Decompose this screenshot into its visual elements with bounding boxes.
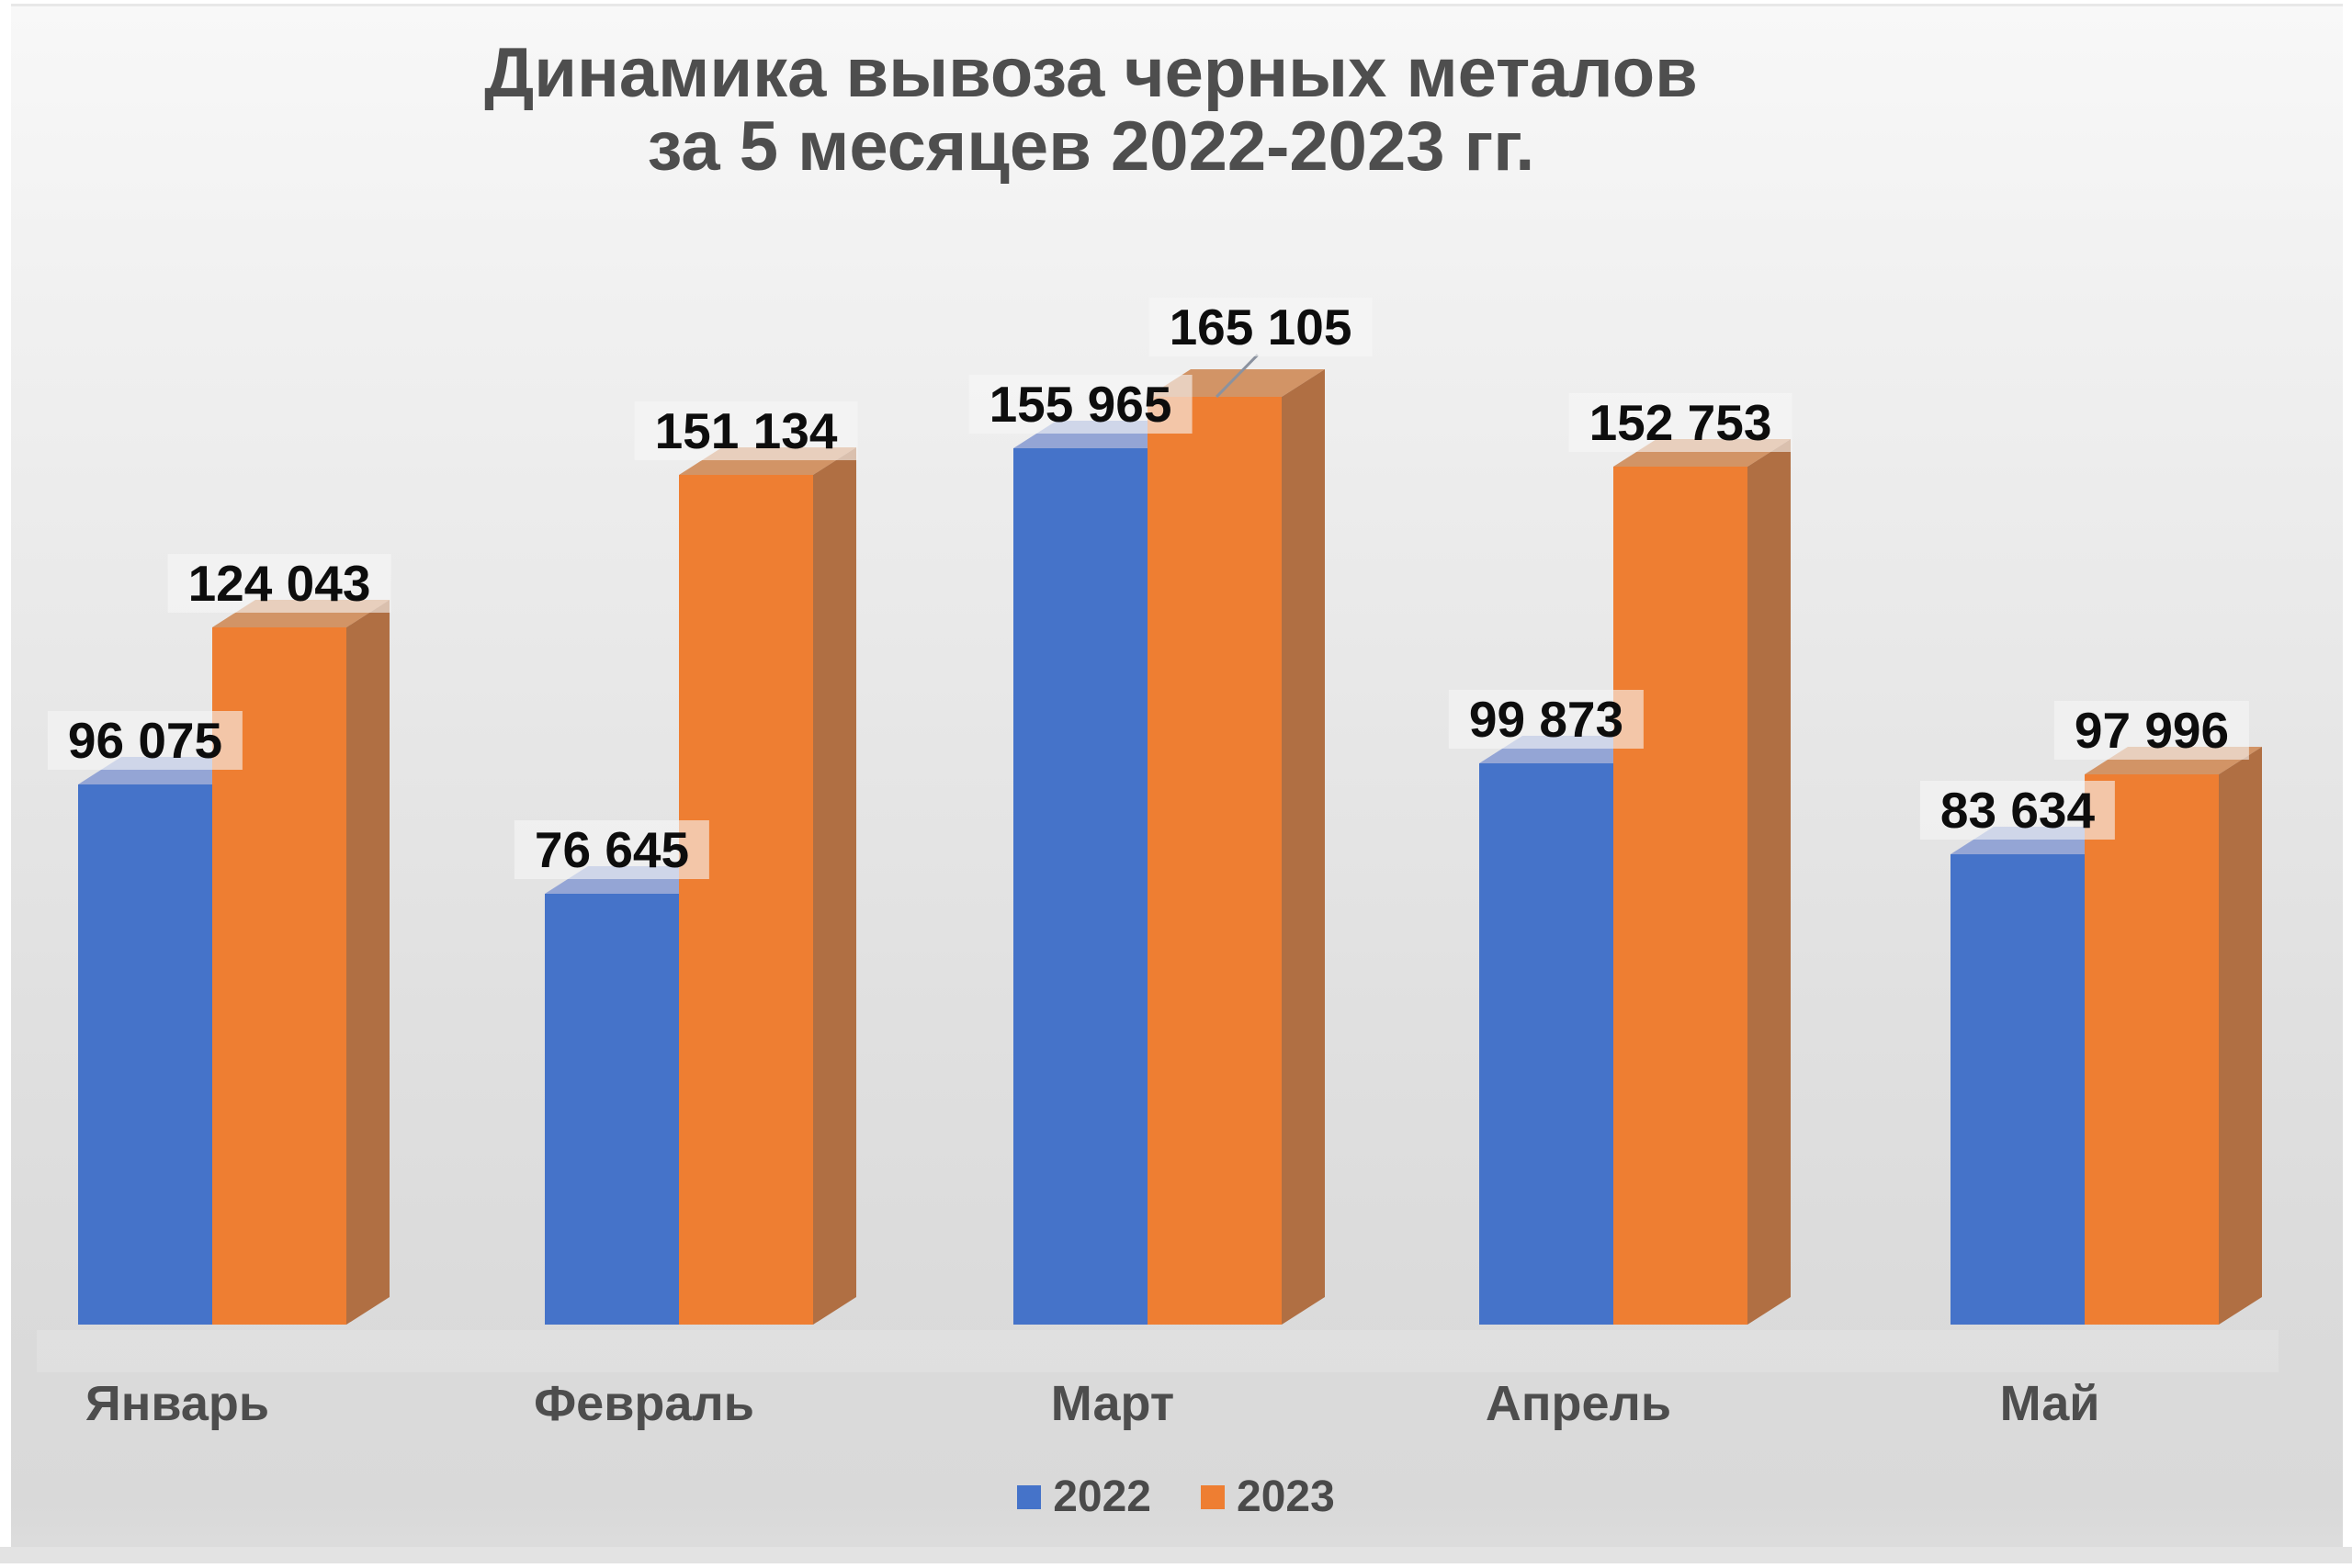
chart-title-line1: Динамика вывоза черных металов (484, 34, 1698, 112)
data-label-2022-Апрель: 99 873 (1448, 690, 1645, 749)
bar-2022-Май-front-face (1951, 854, 2085, 1325)
bar-2022-Март-front-face (1013, 448, 1148, 1325)
data-label-2023-Май: 97 996 (2053, 701, 2250, 760)
data-label-2023-Февраль: 151 134 (634, 401, 858, 460)
legend: 2022 2023 (0, 1470, 2352, 1525)
frame-left (0, 0, 11, 1568)
data-label-2022-Май: 83 634 (1919, 781, 2116, 840)
chart-floor (37, 1330, 2278, 1372)
bar-2023-Май-front-face (2085, 774, 2219, 1325)
bar-2023-Март-front-face (1148, 397, 1282, 1325)
bar-2023-Май-side-face (2219, 747, 2262, 1325)
frame-bottom-band (0, 1547, 2352, 1563)
chart-title: Динамика вывоза черных металов за 5 меся… (0, 37, 2182, 184)
frame-bottom (0, 1563, 2352, 1568)
bar-2023-Март-side-face (1282, 369, 1325, 1325)
bar-2022-Апрель-front-face (1479, 763, 1613, 1325)
frame-right (2343, 0, 2352, 1568)
bar-2022-Январь-front-face (78, 784, 212, 1325)
legend-label-2023: 2023 (1237, 1472, 1335, 1521)
category-label-Февраль: Февраль (534, 1376, 754, 1431)
category-label-Май: Май (1999, 1376, 2100, 1431)
frame-top (0, 0, 2352, 4)
data-label-2023-Апрель: 152 753 (1568, 393, 1792, 452)
data-label-2022-Январь: 96 075 (47, 711, 243, 770)
data-label-2022-Март: 155 965 (968, 375, 1193, 434)
bar-2023-Февраль-side-face (813, 447, 856, 1325)
legend-swatch-2022 (1017, 1485, 1042, 1509)
legend-label-2022: 2022 (1053, 1472, 1151, 1521)
category-label-Апрель: Апрель (1485, 1376, 1672, 1431)
frame-top-line (0, 4, 2352, 6)
bar-2023-Апрель-side-face (1747, 439, 1791, 1325)
data-label-2023-Январь: 124 043 (167, 554, 391, 613)
data-label-2023-Март: 165 105 (1148, 298, 1373, 356)
category-label-Январь: Январь (85, 1376, 270, 1431)
legend-swatch-2023 (1201, 1485, 1225, 1509)
bar-2023-Январь-side-face (346, 600, 390, 1325)
legend-item-2022: 2022 (1017, 1475, 1151, 1519)
legend-item-2023: 2023 (1201, 1475, 1335, 1519)
category-label-Март: Март (1050, 1376, 1175, 1431)
bar-2023-Апрель-front-face (1613, 467, 1747, 1325)
chart-title-line2: за 5 месяцев 2022-2023 гг. (647, 107, 1535, 186)
bar-2023-Февраль-front-face (679, 475, 813, 1325)
data-label-2022-Февраль: 76 645 (514, 820, 710, 879)
bar-2022-Февраль-front-face (545, 894, 679, 1325)
